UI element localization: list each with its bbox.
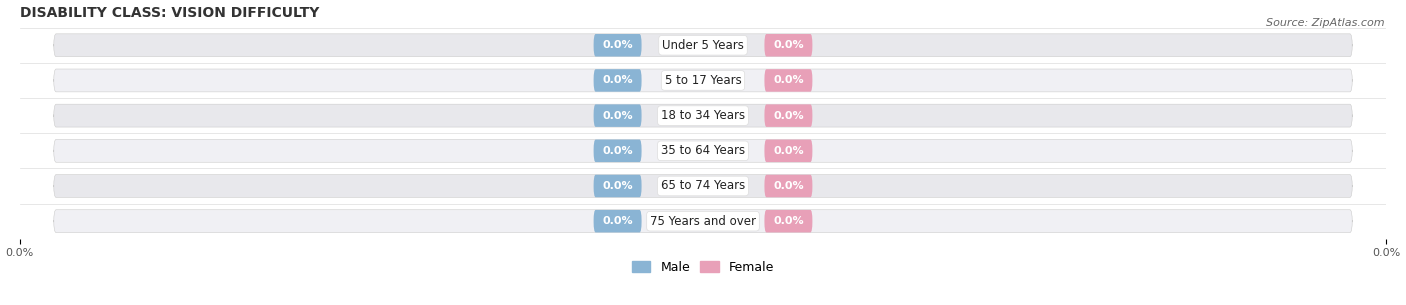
Text: 0.0%: 0.0%: [602, 75, 633, 85]
Text: 0.0%: 0.0%: [602, 111, 633, 121]
Text: 18 to 34 Years: 18 to 34 Years: [661, 109, 745, 122]
Text: 0.0%: 0.0%: [773, 111, 804, 121]
FancyBboxPatch shape: [765, 175, 813, 197]
Text: 0.0%: 0.0%: [602, 40, 633, 50]
Text: 0.0%: 0.0%: [773, 75, 804, 85]
Text: 75 Years and over: 75 Years and over: [650, 215, 756, 228]
FancyBboxPatch shape: [53, 104, 1353, 127]
Text: Source: ZipAtlas.com: Source: ZipAtlas.com: [1267, 18, 1385, 28]
Text: 0.0%: 0.0%: [773, 146, 804, 156]
Text: DISABILITY CLASS: VISION DIFFICULTY: DISABILITY CLASS: VISION DIFFICULTY: [20, 5, 319, 20]
Text: Under 5 Years: Under 5 Years: [662, 39, 744, 52]
FancyBboxPatch shape: [593, 175, 641, 197]
FancyBboxPatch shape: [53, 34, 1353, 57]
Text: 0.0%: 0.0%: [773, 40, 804, 50]
FancyBboxPatch shape: [765, 69, 813, 92]
Legend: Male, Female: Male, Female: [627, 256, 779, 279]
Text: 0.0%: 0.0%: [602, 181, 633, 191]
Text: 65 to 74 Years: 65 to 74 Years: [661, 180, 745, 192]
FancyBboxPatch shape: [765, 34, 813, 56]
FancyBboxPatch shape: [593, 104, 641, 127]
FancyBboxPatch shape: [765, 104, 813, 127]
FancyBboxPatch shape: [53, 69, 1353, 92]
Text: 5 to 17 Years: 5 to 17 Years: [665, 74, 741, 87]
FancyBboxPatch shape: [53, 139, 1353, 162]
FancyBboxPatch shape: [765, 140, 813, 162]
FancyBboxPatch shape: [53, 210, 1353, 233]
Text: 0.0%: 0.0%: [773, 216, 804, 226]
Text: 0.0%: 0.0%: [602, 146, 633, 156]
FancyBboxPatch shape: [593, 34, 641, 56]
FancyBboxPatch shape: [593, 69, 641, 92]
FancyBboxPatch shape: [593, 140, 641, 162]
FancyBboxPatch shape: [765, 210, 813, 232]
Text: 0.0%: 0.0%: [773, 181, 804, 191]
Text: 0.0%: 0.0%: [602, 216, 633, 226]
FancyBboxPatch shape: [53, 174, 1353, 197]
Text: 35 to 64 Years: 35 to 64 Years: [661, 144, 745, 157]
FancyBboxPatch shape: [593, 210, 641, 232]
